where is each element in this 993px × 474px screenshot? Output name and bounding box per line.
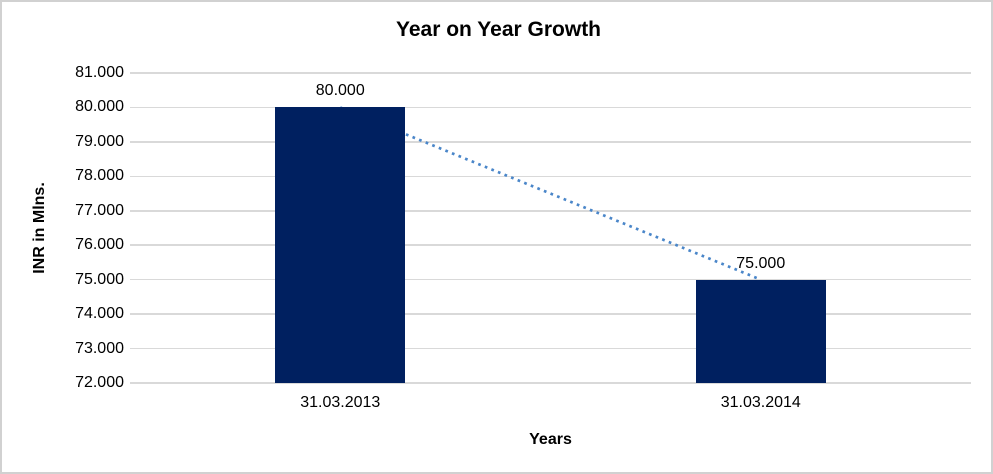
gridline bbox=[130, 278, 971, 281]
x-axis-title: Years bbox=[529, 431, 572, 448]
gridline bbox=[130, 382, 971, 384]
chart-title: Year on Year Growth bbox=[395, 18, 602, 41]
gridline bbox=[130, 141, 971, 143]
y-tick-label: 81.000 bbox=[75, 64, 124, 81]
data-label: 75.000 bbox=[736, 254, 786, 272]
gridline bbox=[130, 210, 971, 212]
gridline bbox=[130, 347, 971, 350]
gridline bbox=[130, 175, 971, 178]
y-tick-label: 79.000 bbox=[75, 132, 124, 150]
bar-31.03.2013 bbox=[275, 107, 406, 383]
bar-31.03.2014 bbox=[695, 279, 826, 383]
y-tick-label: 78.000 bbox=[75, 167, 124, 185]
data-label: 80.000 bbox=[315, 82, 365, 100]
trendline bbox=[339, 106, 762, 281]
x-tick-label: 31.03.2014 bbox=[720, 394, 801, 411]
y-tick-label: 75.000 bbox=[75, 270, 124, 288]
y-tick-label: 80.000 bbox=[75, 98, 124, 116]
y-tick-label: 74.000 bbox=[75, 305, 124, 323]
plot-area bbox=[130, 72, 971, 384]
y-axis-title: INR in Mlns. bbox=[31, 182, 48, 274]
x-tick-label: 31.03.2013 bbox=[300, 394, 381, 411]
y-tick-label: 73.000 bbox=[75, 339, 124, 357]
y-tick-label: 76.000 bbox=[75, 236, 124, 254]
y-tick-label: 77.000 bbox=[75, 201, 124, 219]
y-tick-label: 72.000 bbox=[75, 374, 124, 391]
gridline bbox=[130, 106, 971, 109]
gridline bbox=[130, 72, 971, 74]
gridline bbox=[130, 313, 971, 315]
gridline bbox=[130, 244, 971, 246]
